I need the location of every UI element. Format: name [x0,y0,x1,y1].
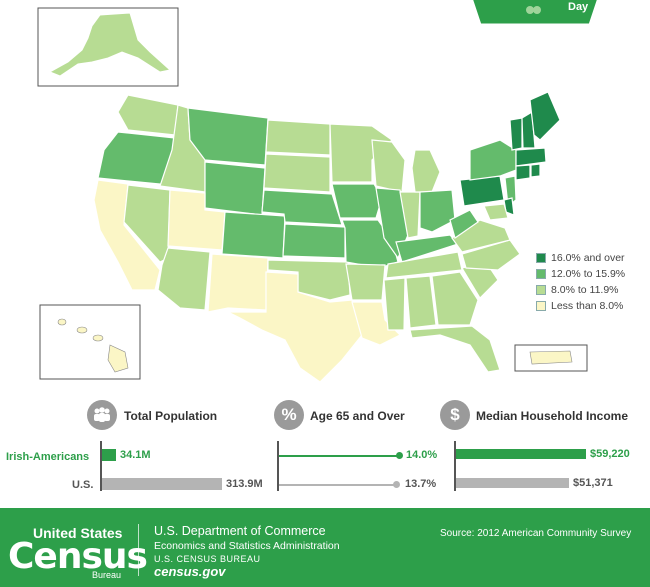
footer-dept: U.S. Department of Commerce [154,524,326,538]
state-CO [221,211,286,259]
legend-item-16: 16.0% and over [536,250,625,266]
state-MD [483,203,509,221]
alaska-inset [37,7,179,87]
legend-item-8: 8.0% to 11.9% [536,282,625,298]
hawaii-inset [39,304,141,380]
legend-item-low: Less than 8.0% [536,298,625,314]
state-TN [385,251,463,279]
footer-bureau: U.S. CENSUS BUREAU [154,554,261,564]
state-RI [530,163,541,178]
state-NY [469,139,517,181]
state-SD [263,153,331,193]
bar-irish-income [456,449,586,459]
people-icon [87,400,117,430]
row-label-us: U.S. [72,479,94,491]
footer-divider [138,524,139,576]
legend-label: 12.0% to 15.9% [551,268,626,280]
value-irish-age: 14.0% [406,449,438,461]
footer-source: Source: 2012 American Community Survey [440,528,632,539]
state-AK [48,12,172,77]
value-us-income: $51,371 [573,477,613,489]
logo-bureau: Bureau [92,570,122,580]
state-WA [117,94,179,136]
state-KS [282,223,346,259]
state-OR [97,131,176,186]
value-us-age: 13.7% [405,478,437,490]
income-axis [454,441,456,491]
legend-label: Less than 8.0% [551,300,624,312]
state-ME [529,91,561,141]
state-WI [371,139,406,193]
lower48 [93,91,561,383]
state-HI [107,344,129,373]
footer-esa: Economics and Statistics Administration [154,540,340,552]
footer-website-link[interactable]: census.gov [154,564,226,579]
state-MN [329,123,393,183]
state-FL [409,325,501,373]
state-NE [261,189,343,226]
st-patricks-badge: Day [470,0,600,27]
legend-swatch [536,253,546,263]
state-AR [345,263,386,301]
state-LA [351,301,402,346]
state-CT [515,164,531,181]
header-median-income: Median Household Income [476,409,629,423]
stats-section: Total Population % Age 65 and Over $ Med… [0,392,650,502]
value-us-population: 313.9M [226,478,263,490]
value-irish-income: $59,220 [590,448,630,460]
line-irish-age [279,455,399,457]
badge-text: Day [568,1,589,13]
row-label-irish: Irish-Americans [6,451,90,463]
percent-icon: % [274,400,304,430]
state-WV [449,209,479,239]
legend-item-12: 12.0% to 15.9% [536,266,625,282]
age-axis [277,441,279,491]
legend-label: 16.0% and over [551,252,625,264]
state-OH [419,189,456,233]
state-MA [515,147,547,167]
state-MS [383,277,406,331]
puerto-rico-inset [514,344,588,372]
state-PA [459,175,505,207]
bar-irish-population [102,449,116,461]
shamrock-icon [526,6,534,14]
state-PR [529,350,573,365]
value-irish-population: 34.1M [120,449,151,461]
legend-swatch [536,285,546,295]
state-TX [227,271,363,383]
state-AL [405,275,437,329]
state-NM [207,253,269,313]
state-MT [187,107,269,166]
bar-us-population [102,478,222,490]
state-IN [399,191,421,239]
legend-label: 8.0% to 11.9% [551,284,619,296]
state-IA [331,183,383,219]
legend-swatch [536,269,546,279]
state-NH [521,110,536,149]
state-ND [265,119,331,156]
logo-united-states: United States [33,525,123,541]
bar-us-income [456,478,569,488]
state-WY [204,161,266,216]
us-map-svg: Day [37,0,600,383]
logo-census: Census [8,536,148,577]
line-us-age [279,484,396,486]
population-axis [100,441,102,491]
state-MI [411,149,441,193]
footer: United States Census Bureau U.S. Departm… [0,508,650,587]
state-AZ [157,247,211,311]
header-age-65: Age 65 and Over [310,409,405,423]
dot-irish-age [396,452,403,459]
state-VT [509,117,523,151]
choropleth-map: Day [37,0,625,383]
dollar-icon: $ [440,400,470,430]
map-legend: 16.0% and over 12.0% to 15.9% 8.0% to 11… [536,250,625,314]
header-total-population: Total Population [124,409,218,423]
dot-us-age [393,481,400,488]
legend-swatch [536,301,546,311]
state-GA [431,271,479,326]
